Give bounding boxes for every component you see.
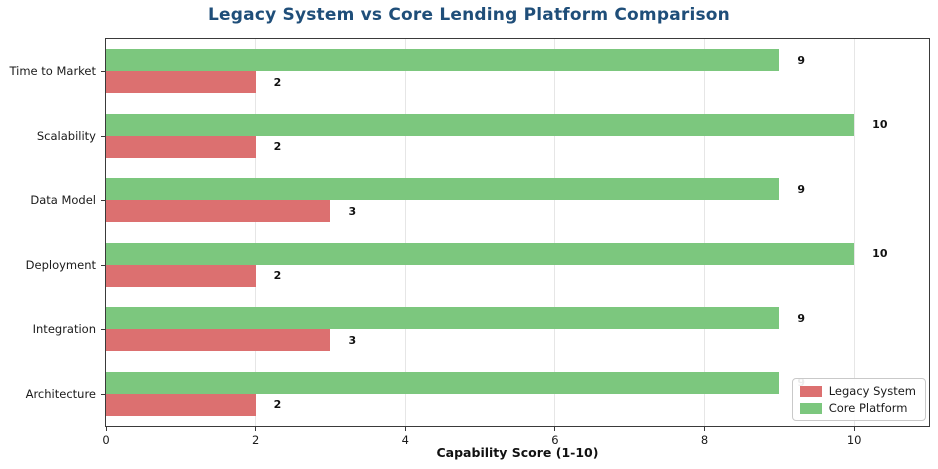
x-tick-label: 6 xyxy=(551,433,559,447)
x-axis-label: Capability Score (1-10) xyxy=(436,445,599,460)
legend-label: Legacy System xyxy=(828,384,916,398)
bar-line: 3 xyxy=(106,200,357,223)
chart-title: Legacy System vs Core Lending Platform C… xyxy=(208,5,730,25)
gridline xyxy=(255,39,257,426)
x-tick-label: 10 xyxy=(846,433,862,447)
gridline xyxy=(554,39,556,426)
bar-line: 9 xyxy=(106,371,805,394)
bar-line: 2 xyxy=(106,264,282,287)
bar-value-label: 3 xyxy=(348,204,357,218)
bar-value-label: 9 xyxy=(797,53,806,67)
legend: Legacy System Core Platform xyxy=(791,378,926,421)
bar-line: 3 xyxy=(106,329,357,352)
y-tick-mark xyxy=(101,264,105,266)
bar-line: 2 xyxy=(106,393,282,416)
y-tick-mark xyxy=(101,393,105,395)
gridline xyxy=(853,39,855,426)
x-tick-label: 8 xyxy=(700,433,709,447)
bar-value-label: 2 xyxy=(273,269,282,283)
bar-value-label: 10 xyxy=(872,247,888,261)
bar-line: 2 xyxy=(106,135,282,158)
y-tick-label: Time to Market xyxy=(9,64,96,79)
bar-value-label: 2 xyxy=(273,75,282,89)
y-tick-row: Deployment xyxy=(0,233,105,298)
bar-legacy-system xyxy=(106,71,256,94)
bar-legacy-system xyxy=(106,329,331,352)
bar-line: 2 xyxy=(106,71,282,94)
bar-legacy-system xyxy=(106,200,331,223)
legend-item: Legacy System xyxy=(799,384,916,398)
x-tick-label: 4 xyxy=(401,433,409,447)
bar-core-platform xyxy=(106,371,780,394)
x-tick-mark xyxy=(853,427,855,431)
x-tick-mark xyxy=(404,427,406,431)
y-tick-label: Scalability xyxy=(36,128,96,143)
bar-value-label: 9 xyxy=(797,311,806,325)
bar-value-label: 3 xyxy=(348,333,357,347)
bar-line: 9 xyxy=(106,307,806,330)
bar-value-label: 9 xyxy=(797,182,806,196)
y-tick-row: Data Model xyxy=(0,168,105,233)
bar-value-label: 2 xyxy=(273,140,282,154)
bars-layer: 92102931029392 xyxy=(106,39,929,426)
y-tick-mark xyxy=(101,329,105,331)
legend-swatch-icon xyxy=(799,402,822,414)
legend-item: Core Platform xyxy=(799,401,916,415)
bar-value-label: 10 xyxy=(872,118,888,132)
bar-legacy-system xyxy=(106,264,256,287)
y-tick-label: Architecture xyxy=(25,386,96,401)
y-tick-mark xyxy=(101,200,105,202)
x-tick-mark xyxy=(255,427,257,431)
bar-legacy-system xyxy=(106,135,256,158)
bar-group: 10 2 xyxy=(106,104,929,169)
y-axis-labels: Time to Market Scalability Data Model Deplo… xyxy=(0,39,105,426)
bar-value-label: 2 xyxy=(273,398,282,412)
y-tick-mark xyxy=(101,135,105,137)
bar-line: 9 xyxy=(106,49,806,72)
y-tick-mark xyxy=(101,71,105,73)
bar-core-platform xyxy=(106,178,780,201)
y-tick-label: Data Model xyxy=(30,193,96,208)
bar-core-platform xyxy=(106,242,855,265)
bar-core-platform xyxy=(106,113,855,136)
x-tick-mark xyxy=(704,427,706,431)
bar-core-platform xyxy=(106,49,780,72)
gridlines-layer xyxy=(106,39,929,426)
y-tick-label: Integration xyxy=(32,322,96,337)
bar-group: 10 2 xyxy=(106,233,929,298)
y-tick-row: Integration xyxy=(0,297,105,362)
bar-line: 9 xyxy=(106,178,806,201)
legend-label: Core Platform xyxy=(828,401,908,415)
x-axis: 0 2 4 6 8 10 xyxy=(102,427,929,451)
x-tick-mark xyxy=(105,427,107,431)
gridline xyxy=(404,39,406,426)
y-tick-row: Time to Market xyxy=(0,39,105,104)
bar-legacy-system xyxy=(106,393,256,416)
y-tick-label: Deployment xyxy=(25,257,96,272)
x-tick-label: 0 xyxy=(102,433,110,447)
bar-line: 10 xyxy=(106,242,888,265)
legend-swatch-icon xyxy=(799,385,822,397)
x-tick-mark xyxy=(554,427,556,431)
gridline xyxy=(704,39,706,426)
bar-line: 10 xyxy=(106,113,888,136)
x-tick-label: 2 xyxy=(251,433,260,447)
bar-core-platform xyxy=(106,307,780,330)
y-tick-row: Architecture xyxy=(0,362,105,427)
y-tick-row: Scalability xyxy=(0,104,105,169)
